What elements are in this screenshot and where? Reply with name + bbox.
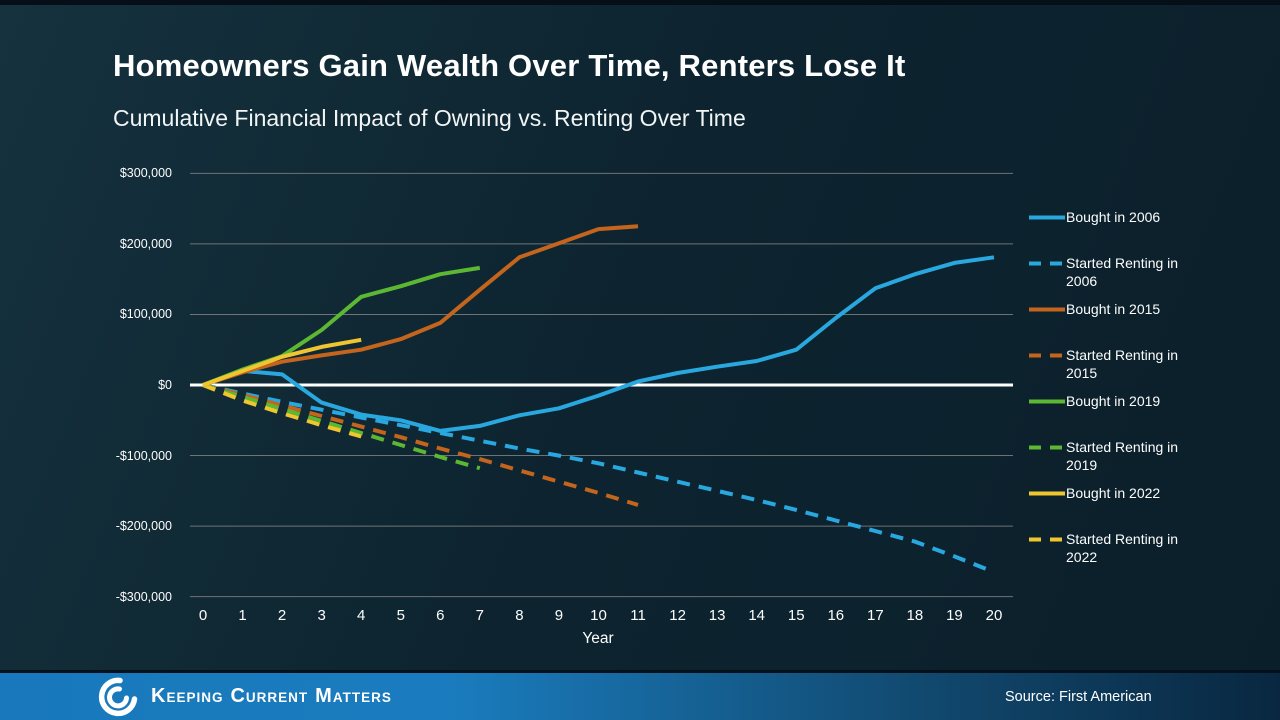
dashed-line-swatch-icon xyxy=(1029,261,1065,266)
x-axis-tick-label: 7 xyxy=(475,607,485,624)
x-axis-tick-label: 16 xyxy=(827,607,845,624)
legend-item: Started Renting in 2022 xyxy=(1028,530,1184,566)
legend-label: Bought in 2015 xyxy=(1066,301,1161,317)
y-axis-label: $300,000 xyxy=(119,166,172,181)
series-line xyxy=(202,383,639,507)
x-axis-tick-label: 13 xyxy=(708,607,726,624)
x-axis-tick-label: 18 xyxy=(906,607,924,624)
x-axis-tick-label: 17 xyxy=(867,607,884,624)
dashed-line-swatch-icon xyxy=(1029,353,1065,358)
brand: KEEPING CURRENT MATTERS xyxy=(98,673,399,720)
x-axis-tick-label: 3 xyxy=(317,607,326,624)
x-axis-tick-label: 4 xyxy=(357,607,366,624)
solid-line-swatch-icon xyxy=(1029,491,1065,496)
series-line xyxy=(202,224,639,387)
x-axis-tick-label: 1 xyxy=(238,607,247,624)
legend-item: Bought in 2019 xyxy=(1028,392,1184,410)
y-axis-label: $0 xyxy=(158,378,172,392)
solid-line-swatch-icon xyxy=(1029,307,1065,312)
brand-name: KEEPING CURRENT MATTERS xyxy=(151,685,392,707)
x-axis-tick-label: 15 xyxy=(787,607,805,624)
page-title: Homeowners Gain Wealth Over Time, Renter… xyxy=(113,48,906,83)
legend-label: Started Renting in 2015 xyxy=(1066,347,1179,381)
dashed-line-swatch-icon xyxy=(1029,537,1065,542)
legend-label: Started Renting in 2006 xyxy=(1066,255,1179,289)
x-axis-tick-label: 0 xyxy=(198,607,208,624)
legend-item: Bought in 2022 xyxy=(1028,484,1184,502)
y-axis-label: -$300,000 xyxy=(115,589,172,604)
series-line xyxy=(202,383,362,439)
top-strip xyxy=(0,0,1280,5)
series-line xyxy=(202,337,362,387)
legend-item: Started Renting in 2019 xyxy=(1028,438,1184,474)
x-axis-tick-label: 10 xyxy=(590,607,607,624)
x-axis-title: Year xyxy=(582,630,614,647)
y-axis-label: $200,000 xyxy=(119,236,172,251)
legend-label: Started Renting in 2019 xyxy=(1066,439,1179,473)
page-subtitle: Cumulative Financial Impact of Owning vs… xyxy=(113,105,746,131)
y-axis-label: -$100,000 xyxy=(115,448,172,463)
solid-line-swatch-icon xyxy=(1029,399,1065,404)
source-label: Source: First American xyxy=(1005,688,1152,705)
x-axis-tick-label: 12 xyxy=(669,607,686,624)
kcm-swirl-icon xyxy=(98,677,138,716)
series-line xyxy=(202,383,481,471)
legend-label: Bought in 2022 xyxy=(1066,485,1161,501)
x-axis-tick-label: 9 xyxy=(554,607,564,624)
x-axis-tick-label: 20 xyxy=(985,607,1003,624)
y-axis-label: -$200,000 xyxy=(115,519,172,534)
legend-item: Bought in 2015 xyxy=(1028,300,1184,318)
series-line xyxy=(202,265,481,387)
y-axis-label: $100,000 xyxy=(119,307,172,322)
dashed-line-swatch-icon xyxy=(1029,445,1065,450)
x-axis-tick-label: 11 xyxy=(630,607,646,624)
solid-line-swatch-icon xyxy=(1029,215,1065,220)
series-line xyxy=(202,383,995,574)
x-axis-tick-label: 14 xyxy=(748,607,766,624)
x-axis-tick-label: 19 xyxy=(946,607,963,624)
legend-label: Started Renting in 2022 xyxy=(1066,531,1179,565)
series-line xyxy=(202,255,995,433)
legend-label: Bought in 2006 xyxy=(1066,209,1161,225)
legend-item: Started Renting in 2015 xyxy=(1028,346,1184,382)
x-axis-tick-label: 2 xyxy=(277,607,287,624)
legend-item: Bought in 2006 xyxy=(1028,208,1184,226)
x-axis-tick-label: 8 xyxy=(515,607,524,624)
legend-label: Bought in 2019 xyxy=(1066,393,1161,409)
x-axis-tick-label: 5 xyxy=(396,607,405,624)
x-axis-tick-label: 6 xyxy=(436,607,445,624)
legend-item: Started Renting in 2006 xyxy=(1028,254,1184,290)
footer-bar: KEEPING CURRENT MATTERS Source: First Amer… xyxy=(0,670,1280,720)
